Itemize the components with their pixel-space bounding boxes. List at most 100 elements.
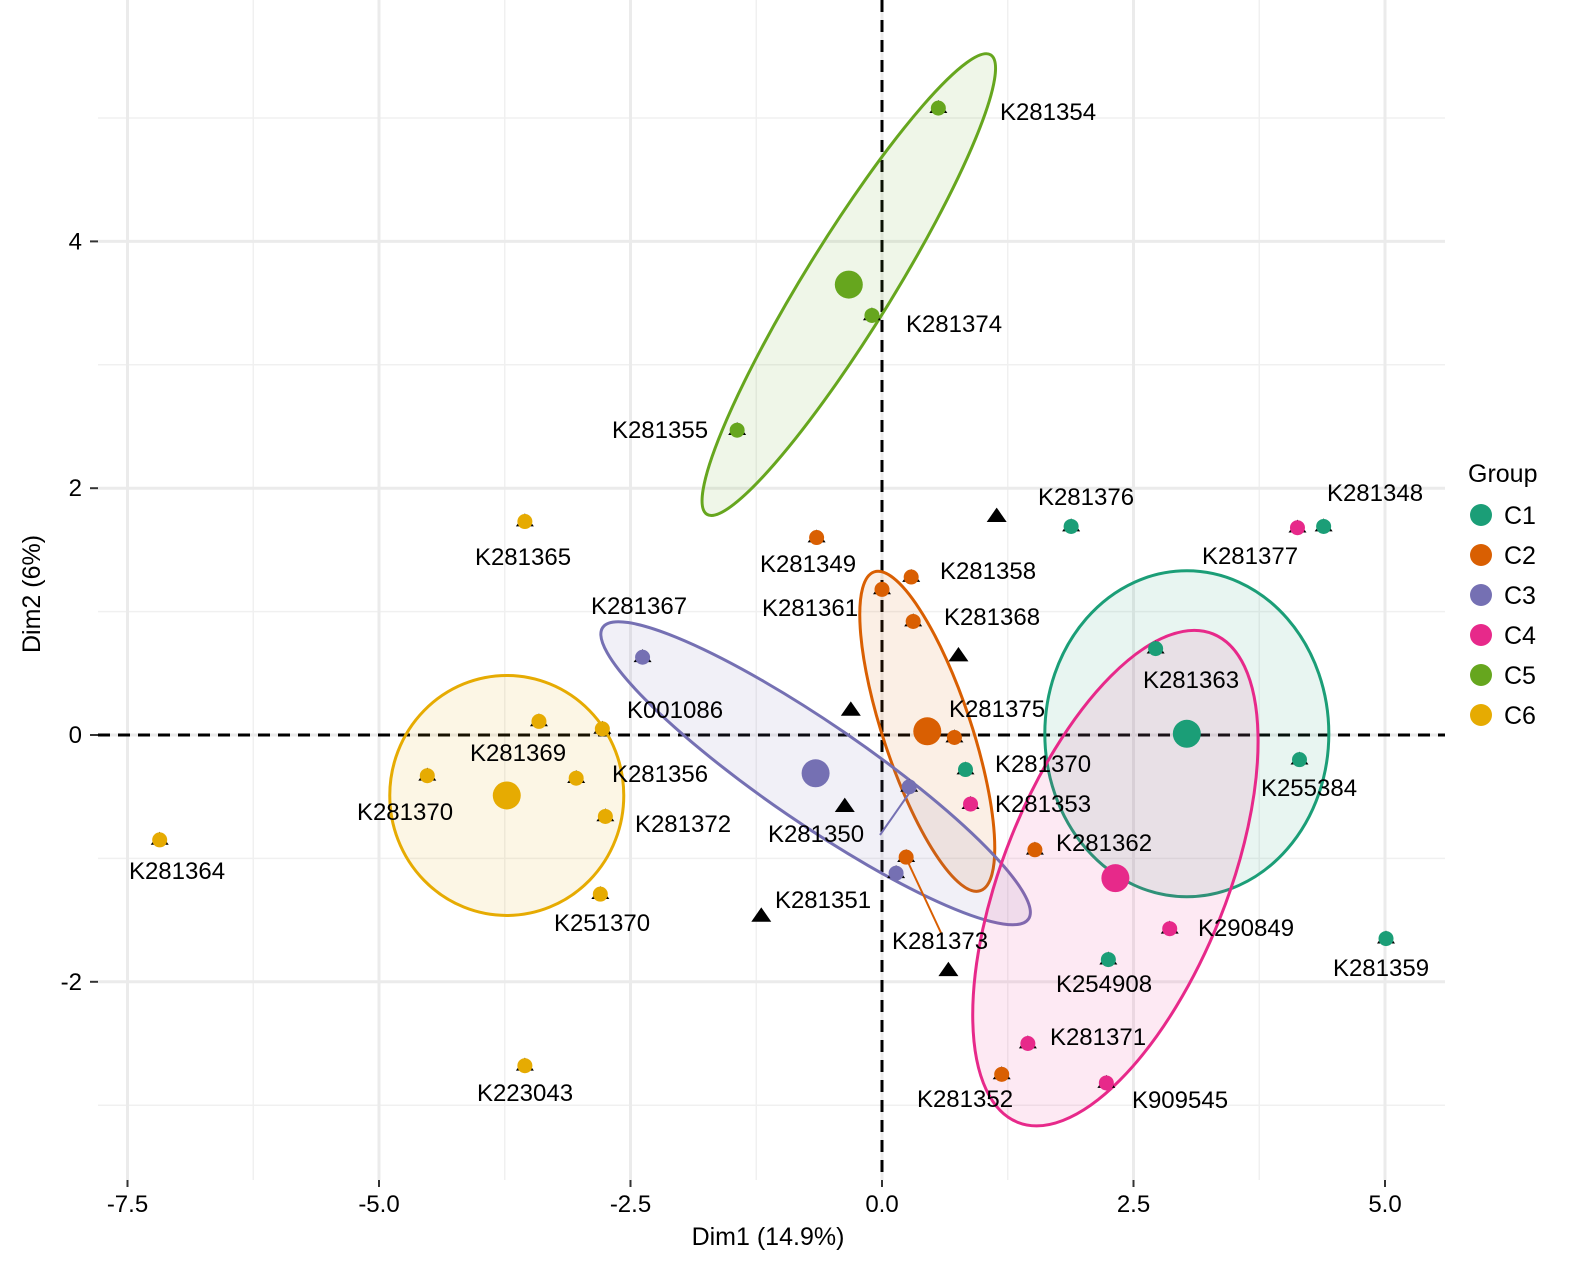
y-tick-label: 2	[69, 475, 82, 502]
points	[150, 100, 1396, 1091]
point-c1-K281359	[1378, 931, 1394, 947]
point-c4-K909545	[1098, 1075, 1114, 1091]
legend-label-c1: C1	[1504, 502, 1536, 530]
point-c1-K281363	[1148, 641, 1164, 657]
point-label: K281370	[995, 751, 1091, 778]
point-label: K281355	[612, 417, 708, 444]
point-label: K290849	[1198, 915, 1294, 942]
point-label: K281349	[760, 551, 856, 578]
legend-label-c4: C4	[1504, 622, 1536, 650]
connector-K281350	[879, 791, 911, 836]
point-label: K281352	[917, 1086, 1013, 1113]
point-c3-K281351	[888, 865, 904, 881]
point-label: K281363	[1143, 667, 1239, 694]
legend-key-c2	[1470, 544, 1492, 566]
point-label: K281372	[635, 811, 731, 838]
point-c6-K281364	[152, 832, 168, 848]
x-tick-label: 2.5	[1117, 1191, 1150, 1218]
point-label: K281353	[995, 791, 1091, 818]
supplementary-point-triangle	[751, 907, 772, 922]
point-label: K281367	[591, 593, 687, 620]
point-label: K281377	[1202, 543, 1298, 570]
point-c4-K281377	[1289, 520, 1305, 536]
supplementary-point-triangle	[938, 961, 959, 977]
point-label: K281368	[944, 604, 1040, 631]
point-c2-K281362	[1027, 842, 1043, 858]
point-c2-K281361	[874, 581, 890, 597]
point-label: K281359	[1333, 955, 1429, 982]
point-c6-K281365	[517, 514, 533, 530]
point-c4-K290849	[1162, 921, 1178, 937]
point-label: K255384	[1261, 775, 1357, 802]
point-c6-K281370	[419, 768, 435, 784]
legend-label-c5: C5	[1504, 662, 1536, 690]
point-c4-K281353	[963, 796, 979, 812]
point-c6-K251370	[592, 886, 608, 902]
point-c3-K281367	[635, 649, 651, 665]
point-label: K281350	[768, 821, 864, 848]
point-label: K281358	[940, 558, 1036, 585]
point-c6-K281369	[531, 713, 547, 729]
supplementary-point-triangle	[834, 797, 855, 812]
point-c6-K223043	[517, 1058, 533, 1074]
supplementary-point-triangle	[986, 507, 1007, 522]
point-c6-K001086	[594, 721, 610, 737]
x-tick-label: -2.5	[610, 1191, 651, 1218]
point-c2-K281352	[994, 1066, 1010, 1082]
legend-label-c2: C2	[1504, 542, 1536, 570]
point-c5-K281374	[864, 307, 880, 323]
x-tick-label: 0.0	[865, 1191, 898, 1218]
point-label: K281364	[129, 858, 225, 885]
point-label: K254908	[1056, 971, 1152, 998]
supplementary-point-triangle	[840, 701, 861, 716]
point-c1-K281376	[1063, 518, 1079, 534]
legend-label-c3: C3	[1504, 582, 1536, 610]
point-label: K001086	[627, 697, 723, 724]
supplementary-point-triangle	[948, 647, 969, 662]
point-c1-K281348	[1316, 518, 1332, 534]
centroid-c4	[1101, 864, 1130, 893]
point-c2-K281375	[946, 729, 962, 745]
point-label: K281370	[357, 799, 453, 826]
legend-key-c6	[1470, 704, 1492, 726]
point-label: K281369	[470, 740, 566, 767]
point-c2-K281373	[898, 849, 914, 865]
point-label: K281361	[762, 595, 858, 622]
centroid-c6	[492, 781, 521, 810]
connector-K281373	[906, 859, 943, 936]
point-c1-K281370	[957, 762, 973, 778]
point-label: K281365	[475, 544, 571, 571]
point-label: K281371	[1050, 1024, 1146, 1051]
point-c6-K281372	[597, 808, 613, 824]
y-tick-label: -2	[61, 969, 82, 996]
point-label: K281375	[949, 696, 1045, 723]
x-tick-label: -5.0	[358, 1191, 399, 1218]
legend-title: Group	[1468, 460, 1537, 488]
legend-key-c4	[1470, 624, 1492, 646]
legend: Group C1 C2 C3 C4 C5 C6	[1468, 460, 1537, 730]
y-tick-label: 0	[69, 722, 82, 749]
x-tick-label: 5.0	[1368, 1191, 1401, 1218]
point-labels: K281376 K281348 K281363 K255384 K281370 K2549…	[129, 99, 1429, 1114]
point-c6-K281356	[568, 770, 584, 786]
centroid-c2	[913, 717, 942, 746]
point-c2-K281368	[905, 613, 921, 629]
point-label: K281362	[1056, 830, 1152, 857]
point-label: K251370	[554, 910, 650, 937]
point-label: K909545	[1132, 1087, 1228, 1114]
centroid-c5	[834, 270, 863, 299]
point-c4-K281371	[1020, 1036, 1036, 1051]
legend-key-c3	[1470, 584, 1492, 606]
y-tick-label: 4	[69, 228, 82, 255]
group-ellipses	[388, 52, 1331, 1128]
centroid-c3	[801, 759, 830, 788]
centroid-c1	[1172, 719, 1201, 748]
x-tick-label: -7.5	[107, 1191, 148, 1218]
point-c2-K281349	[809, 530, 825, 546]
label-connectors	[879, 791, 943, 936]
legend-key-c1	[1470, 504, 1492, 526]
point-c1-K254908	[1100, 952, 1116, 968]
legend-key-c5	[1470, 664, 1492, 686]
point-label: K281354	[1000, 99, 1096, 126]
